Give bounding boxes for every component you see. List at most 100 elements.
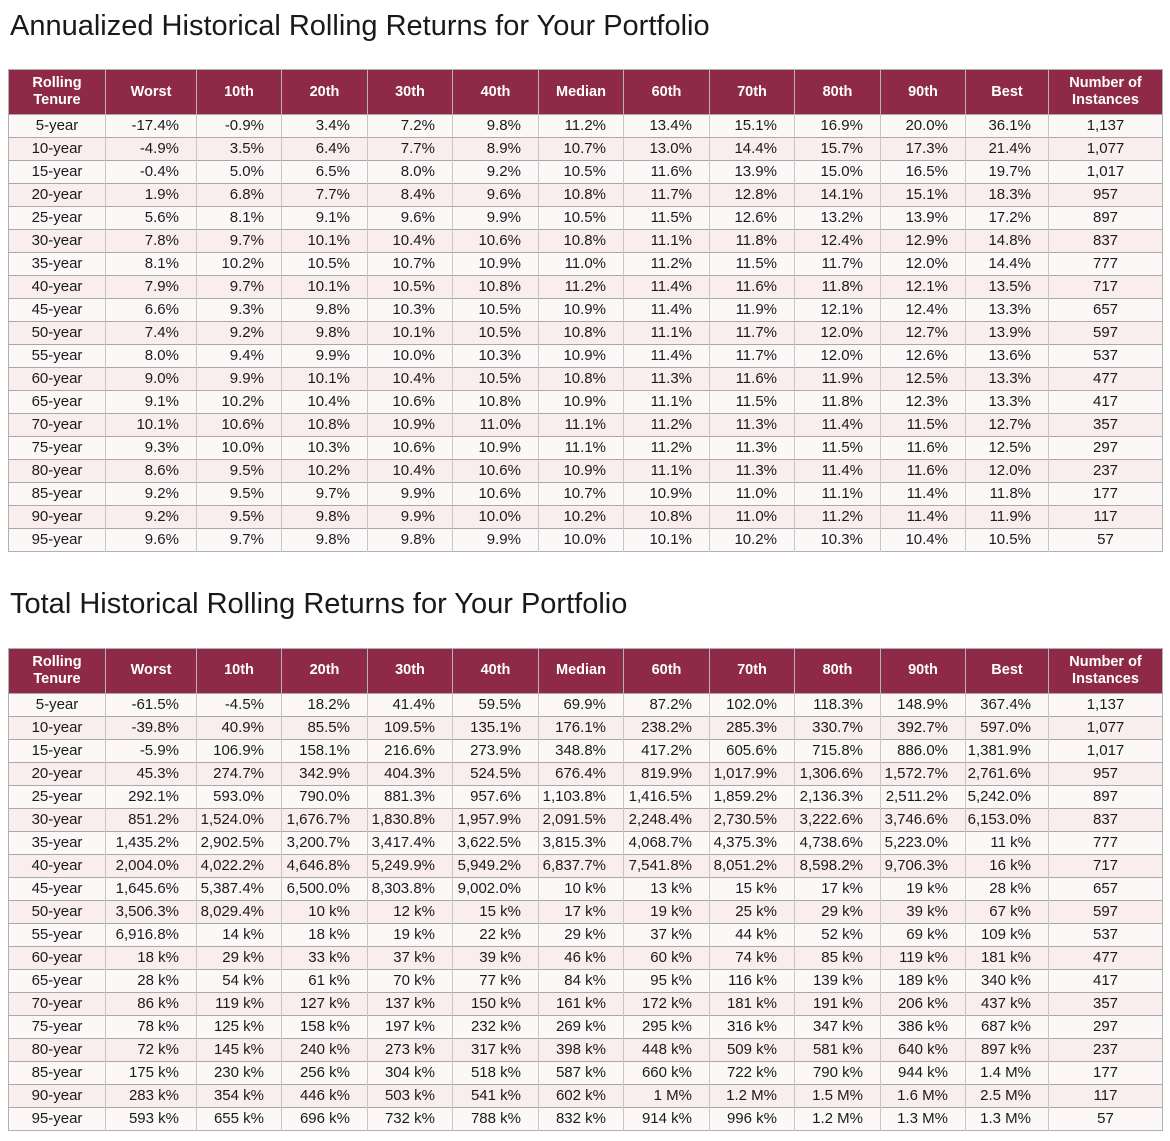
value-cell: 9.4%	[196, 344, 282, 368]
rolling-tenure-cell: 90-year	[31, 1086, 83, 1104]
value-cell: 10.5%	[452, 367, 539, 391]
value-cell: 87.2%	[623, 693, 710, 717]
value-cell: 9.7%	[196, 229, 282, 253]
value-cell: 10.5%	[965, 528, 1049, 552]
rolling-tenure-cell: 10-year	[31, 140, 83, 158]
value-cell: 897 k%	[965, 1038, 1049, 1062]
rolling-tenure-cell: 5-year	[35, 695, 79, 713]
value-cell: 10.7%	[538, 482, 624, 506]
value-cell: 86 k%	[105, 992, 197, 1016]
value-cell: 10.1%	[105, 413, 197, 437]
value-cell: 9.9%	[367, 505, 453, 529]
value-cell: 189 k%	[880, 969, 966, 993]
value-cell: 655 k%	[196, 1107, 282, 1131]
value-cell: 9.1%	[105, 390, 197, 414]
value-cell: 881.3%	[367, 785, 453, 809]
value-cell: 11.8%	[965, 482, 1049, 506]
value-cell: 1,077	[1048, 137, 1163, 161]
value-cell: 3,622.5%	[452, 831, 539, 855]
value-cell: 11.1%	[623, 321, 710, 345]
value-cell: 19 k%	[880, 877, 966, 901]
column-header-40th: 40th	[452, 648, 539, 694]
value-cell: 509 k%	[709, 1038, 795, 1062]
rolling-tenure-cell: 60-year	[31, 948, 83, 966]
value-cell: 957	[1048, 762, 1163, 786]
value-cell: 354 k%	[196, 1084, 282, 1108]
value-cell: 10.8%	[452, 390, 539, 414]
value-cell: 1,017	[1048, 739, 1163, 763]
column-header-80th: 80th	[794, 69, 881, 115]
value-cell: 1,416.5%	[623, 785, 710, 809]
value-cell: 10.5%	[538, 206, 624, 230]
value-cell: 1,957.9%	[452, 808, 539, 832]
value-cell: 717	[1048, 854, 1163, 878]
value-cell: 5,242.0%	[965, 785, 1049, 809]
value-cell: 7.9%	[105, 275, 197, 299]
column-header-90th: 90th	[880, 69, 966, 115]
value-cell: 392.7%	[880, 716, 966, 740]
value-cell: 11.2%	[623, 413, 710, 437]
value-cell: 95 k%	[623, 969, 710, 993]
value-cell: 597	[1048, 900, 1163, 924]
value-cell: 28 k%	[105, 969, 197, 993]
value-cell: 150 k%	[452, 992, 539, 1016]
value-cell: 8,051.2%	[709, 854, 795, 878]
value-cell: 1,306.6%	[794, 762, 881, 786]
value-cell: 3,417.4%	[367, 831, 453, 855]
value-cell: 39 k%	[880, 900, 966, 924]
value-cell: 9.3%	[105, 436, 197, 460]
value-cell: 3.5%	[196, 137, 282, 161]
value-cell: 6,500.0%	[281, 877, 368, 901]
value-cell: 13.3%	[965, 390, 1049, 414]
table-row: 70-year 10.1% 10.6% 10.8% 10.9% 11.0% 11.1% 11.…	[8, 413, 1163, 437]
value-cell: 696 k%	[281, 1107, 368, 1131]
value-cell: 10.8%	[623, 505, 710, 529]
value-cell: 602 k%	[538, 1084, 624, 1108]
value-cell: 11.5%	[623, 206, 710, 230]
value-cell: 17 k%	[794, 877, 881, 901]
table-row: 80-year 72 k% 145 k% 240 k% 273 k% 317 k% 398 …	[8, 1038, 1163, 1062]
value-cell: 216.6%	[367, 739, 453, 763]
column-header-number-of-instances: Number of Instances	[1048, 648, 1163, 694]
value-cell: 10.1%	[623, 528, 710, 552]
rolling-tenure-cell: 45-year	[31, 879, 83, 897]
rolling-tenure-cell: 80-year	[31, 462, 83, 480]
value-cell: 118.3%	[794, 693, 881, 717]
value-cell: 8.0%	[105, 344, 197, 368]
value-cell: 9.9%	[281, 344, 368, 368]
value-cell: 437 k%	[965, 992, 1049, 1016]
value-cell: 292.1%	[105, 785, 197, 809]
value-cell: 15 k%	[709, 877, 795, 901]
value-cell: 8.6%	[105, 459, 197, 483]
value-cell: 177	[1048, 482, 1163, 506]
total-returns-table: Rolling Tenure Worst 10th 20th 30th 40th Media…	[8, 647, 1163, 1131]
value-cell: 357	[1048, 992, 1163, 1016]
value-cell: 537	[1048, 344, 1163, 368]
table-row: 75-year 78 k% 125 k% 158 k% 197 k% 232 k% 269 …	[8, 1015, 1163, 1039]
value-cell: 777	[1048, 252, 1163, 276]
value-cell: 1.9%	[105, 183, 197, 207]
value-cell: 4,375.3%	[709, 831, 795, 855]
column-header-median: Median	[538, 69, 624, 115]
value-cell: 15 k%	[452, 900, 539, 924]
table-row: 95-year 593 k% 655 k% 696 k% 732 k% 788 k% 832…	[8, 1107, 1163, 1131]
value-cell: 237	[1048, 1038, 1163, 1062]
value-cell: -39.8%	[105, 716, 197, 740]
value-cell: 11.0%	[709, 505, 795, 529]
column-header-60th: 60th	[623, 648, 710, 694]
rolling-tenure-cell: 30-year	[31, 232, 83, 250]
value-cell: 14.4%	[709, 137, 795, 161]
table-row: 85-year 9.2% 9.5% 9.7% 9.9% 10.6% 10.7% 10.9% 11…	[8, 482, 1163, 506]
value-cell: 819.9%	[623, 762, 710, 786]
value-cell: 837	[1048, 229, 1163, 253]
value-cell: 12.1%	[794, 298, 881, 322]
value-cell: 518 k%	[452, 1061, 539, 1085]
value-cell: 11.5%	[709, 390, 795, 414]
value-cell: 176.1%	[538, 716, 624, 740]
value-cell: 9.8%	[281, 528, 368, 552]
value-cell: 17.2%	[965, 206, 1049, 230]
value-cell: 12.3%	[880, 390, 966, 414]
value-cell: 127 k%	[281, 992, 368, 1016]
value-cell: 2,902.5%	[196, 831, 282, 855]
value-cell: 357	[1048, 413, 1163, 437]
